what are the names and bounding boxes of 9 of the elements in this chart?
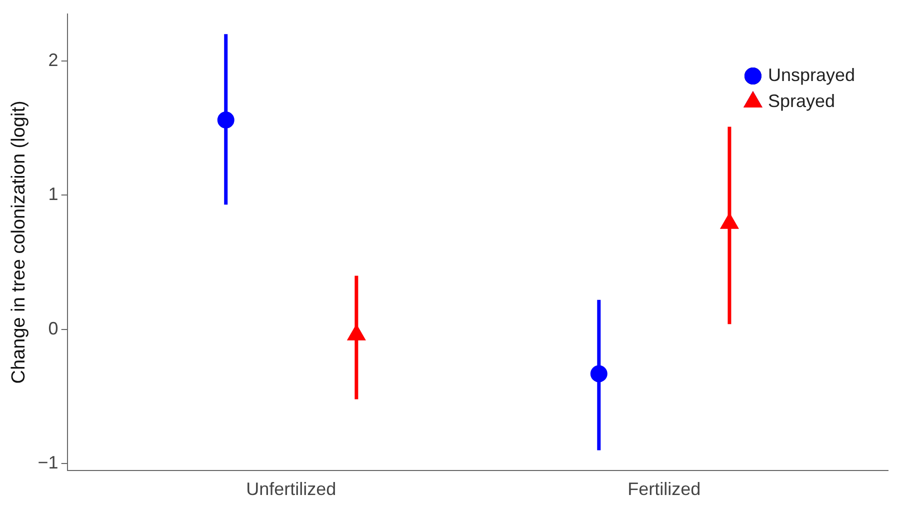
y-tick-label: 1	[48, 184, 58, 204]
y-tick-label: 0	[48, 318, 58, 338]
y-tick-label: −1	[38, 452, 58, 473]
legend-label: Sprayed	[768, 90, 835, 111]
x-tick-label: Unfertilized	[246, 479, 336, 500]
x-tick-label: Fertilized	[628, 479, 701, 500]
legend-label: Unsprayed	[768, 64, 855, 85]
y-axis-title: Change in tree colonization (logit)	[8, 100, 30, 384]
y-tick-label: 2	[48, 50, 58, 70]
